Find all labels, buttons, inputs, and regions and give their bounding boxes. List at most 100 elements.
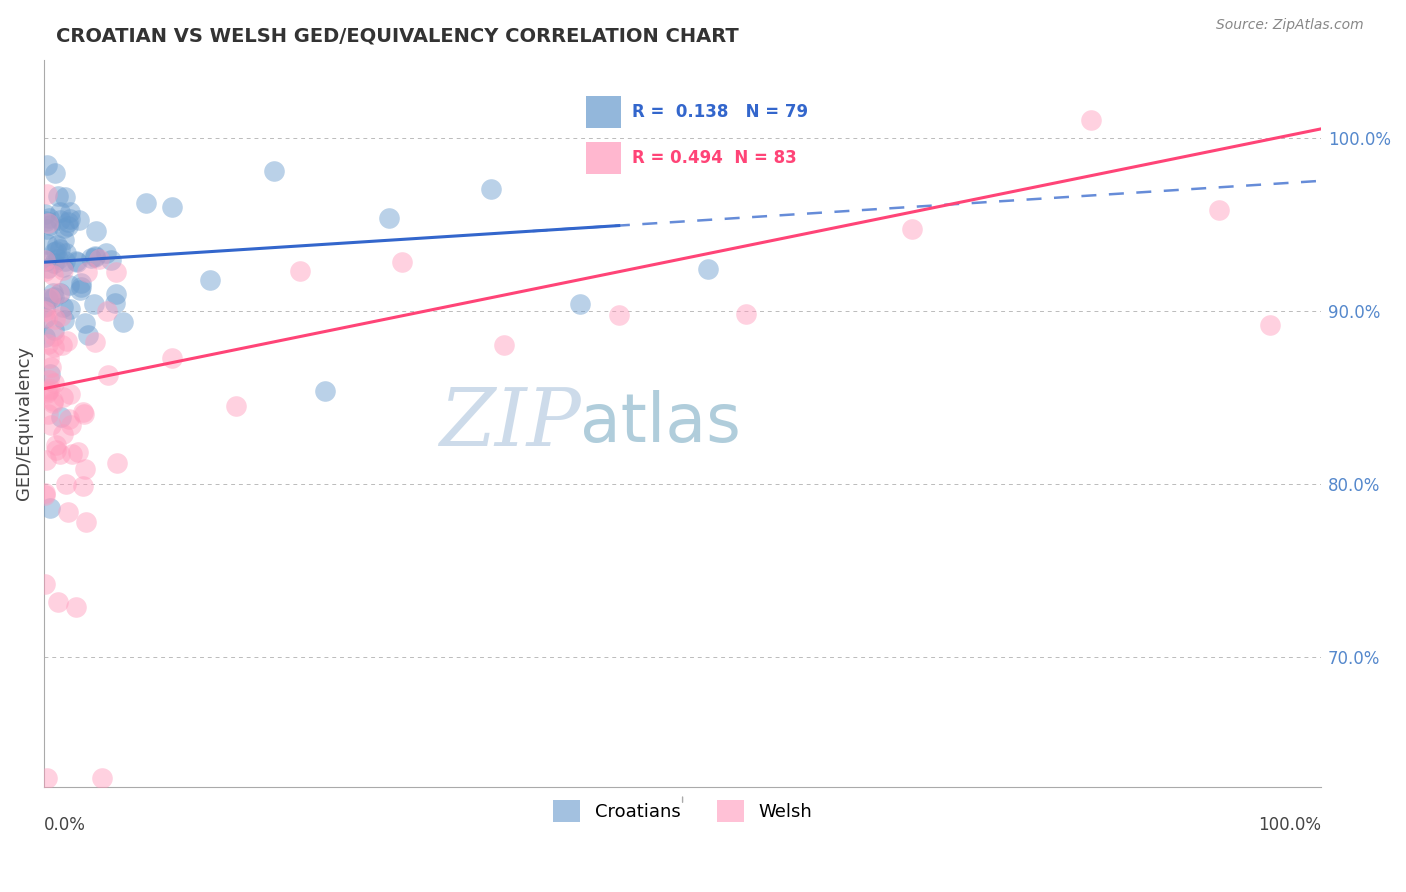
Point	[492, 338, 515, 352]
Point	[288, 264, 311, 278]
Point	[45, 438, 67, 452]
Point	[69, 283, 91, 297]
Point	[51, 338, 73, 352]
Point	[49, 309, 72, 323]
Point	[49, 205, 72, 219]
Point	[59, 387, 82, 401]
Text: CROATIAN VS WELSH GED/EQUIVALENCY CORRELATION CHART: CROATIAN VS WELSH GED/EQUIVALENCY CORREL…	[56, 27, 740, 45]
Point	[569, 297, 592, 311]
Point	[34, 330, 56, 344]
Point	[49, 212, 72, 227]
Point	[39, 383, 62, 397]
Point	[66, 445, 89, 459]
Point	[391, 255, 413, 269]
Point	[314, 384, 336, 399]
Point	[35, 221, 58, 235]
Point	[46, 189, 69, 203]
Point	[77, 328, 100, 343]
Point	[59, 417, 82, 432]
Point	[34, 577, 56, 591]
Point	[1258, 318, 1281, 333]
Point	[42, 376, 65, 390]
Point	[52, 263, 75, 277]
Point	[38, 291, 60, 305]
Point	[378, 211, 401, 225]
Point	[83, 296, 105, 310]
Point	[41, 395, 63, 409]
Text: atlas: atlas	[581, 391, 741, 457]
Point	[70, 277, 93, 291]
Point	[56, 504, 79, 518]
Point	[53, 189, 76, 203]
Point	[42, 268, 65, 282]
Point	[42, 286, 65, 301]
Point	[46, 238, 69, 252]
Y-axis label: GED/Equivalency: GED/Equivalency	[15, 346, 32, 500]
Point	[34, 214, 56, 228]
Point	[34, 264, 56, 278]
Point	[72, 405, 94, 419]
Point	[160, 351, 183, 365]
Point	[37, 292, 59, 306]
Point	[37, 311, 59, 326]
Point	[38, 211, 60, 225]
Point	[52, 260, 75, 274]
Point	[75, 515, 97, 529]
Point	[198, 273, 221, 287]
Point	[49, 447, 72, 461]
Point	[42, 256, 65, 270]
Point	[76, 265, 98, 279]
Point	[37, 407, 59, 421]
Point	[55, 246, 77, 260]
Point	[84, 249, 107, 263]
Point	[58, 278, 80, 293]
Point	[105, 287, 128, 301]
Point	[607, 308, 630, 322]
Point	[49, 242, 72, 256]
Point	[263, 164, 285, 178]
Point	[1080, 113, 1102, 128]
Point	[42, 245, 65, 260]
Point	[53, 254, 76, 268]
Point	[58, 211, 80, 226]
Point	[55, 334, 77, 349]
Point	[1208, 202, 1230, 217]
Point	[34, 304, 56, 318]
Point	[72, 479, 94, 493]
Point	[44, 166, 66, 180]
Point	[60, 447, 83, 461]
Point	[55, 477, 77, 491]
Point	[67, 213, 90, 227]
Point	[37, 261, 59, 276]
Text: 0.0%: 0.0%	[44, 816, 86, 834]
Point	[135, 195, 157, 210]
Point	[479, 181, 502, 195]
Text: Source: ZipAtlas.com: Source: ZipAtlas.com	[1216, 18, 1364, 32]
Point	[89, 252, 111, 266]
Point	[35, 452, 58, 467]
Point	[52, 221, 75, 235]
Point	[73, 462, 96, 476]
Point	[73, 316, 96, 330]
Point	[97, 368, 120, 382]
Point	[39, 367, 62, 381]
Point	[38, 351, 60, 365]
Point	[70, 280, 93, 294]
Point	[52, 301, 75, 315]
Point	[105, 265, 128, 279]
Point	[44, 290, 66, 304]
Point	[42, 329, 65, 343]
Point	[53, 313, 76, 327]
Point	[65, 600, 87, 615]
Point	[80, 251, 103, 265]
Point	[96, 304, 118, 318]
Point	[91, 771, 114, 785]
Point	[51, 409, 73, 424]
Point	[35, 771, 58, 785]
Point	[735, 307, 758, 321]
Point	[56, 215, 79, 229]
Point	[34, 300, 56, 314]
Point	[100, 252, 122, 267]
Point	[225, 399, 247, 413]
Point	[58, 412, 80, 426]
